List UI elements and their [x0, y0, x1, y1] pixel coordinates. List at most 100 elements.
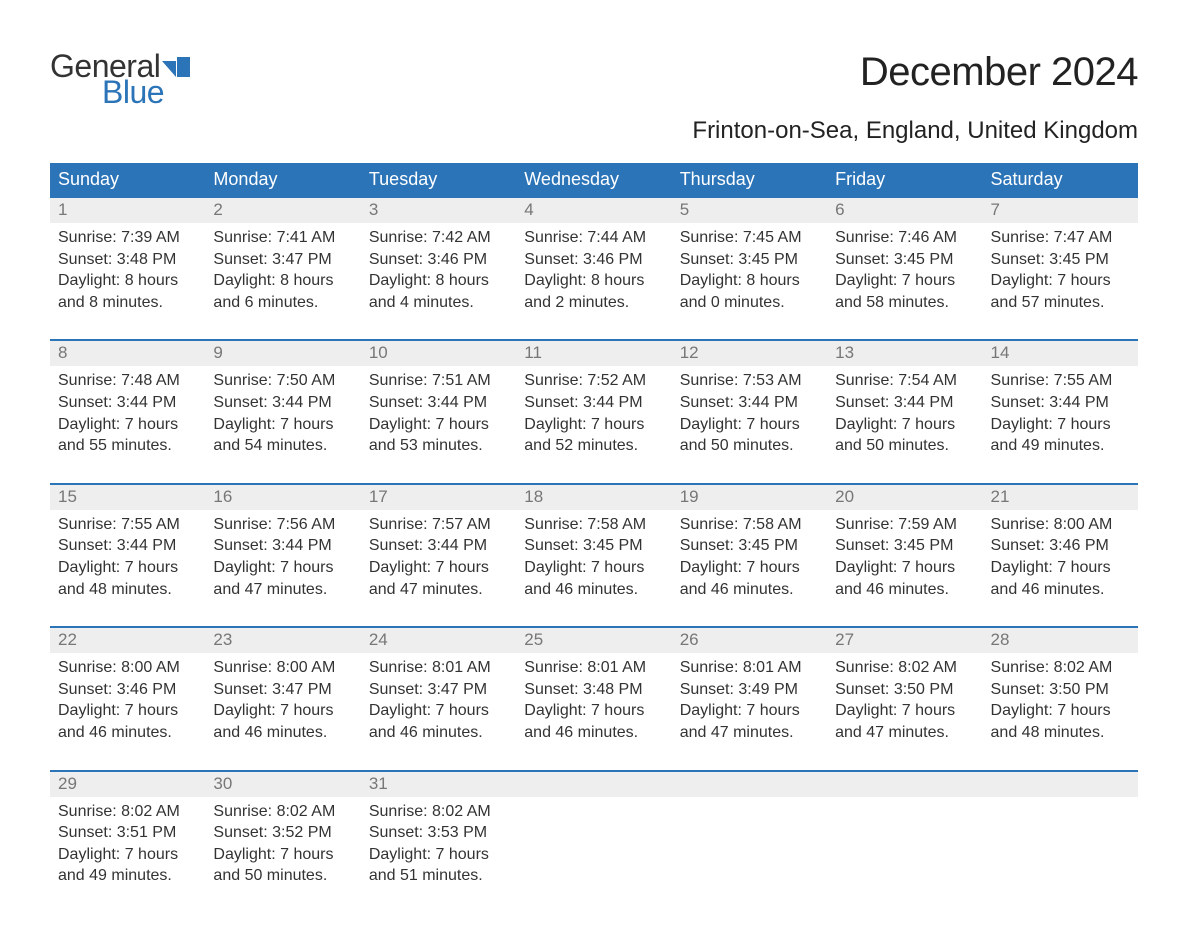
day-cell: Sunrise: 8:02 AMSunset: 3:53 PMDaylight:…	[361, 797, 516, 895]
day-ss: Sunset: 3:44 PM	[524, 392, 663, 414]
day-d1: Daylight: 7 hours	[58, 700, 197, 722]
day-sr: Sunrise: 8:02 AM	[991, 657, 1130, 679]
day-number: 31	[361, 772, 516, 797]
day-d2: and 49 minutes.	[991, 435, 1130, 457]
daynum-row: 22232425262728	[50, 628, 1138, 653]
dow-cell: Wednesday	[516, 163, 671, 196]
day-cell: Sunrise: 8:00 AMSunset: 3:46 PMDaylight:…	[983, 510, 1138, 608]
day-number: 13	[827, 341, 982, 366]
day-d1: Daylight: 7 hours	[213, 557, 352, 579]
day-number: 11	[516, 341, 671, 366]
daynum-row: 1234567	[50, 198, 1138, 223]
day-cell: Sunrise: 7:47 AMSunset: 3:45 PMDaylight:…	[983, 223, 1138, 321]
day-ss: Sunset: 3:45 PM	[835, 249, 974, 271]
day-number: 14	[983, 341, 1138, 366]
day-d1: Daylight: 7 hours	[58, 557, 197, 579]
day-cell: Sunrise: 7:45 AMSunset: 3:45 PMDaylight:…	[672, 223, 827, 321]
day-number: 27	[827, 628, 982, 653]
day-d2: and 50 minutes.	[835, 435, 974, 457]
day-d1: Daylight: 7 hours	[369, 557, 508, 579]
day-number: 16	[205, 485, 360, 510]
day-ss: Sunset: 3:48 PM	[58, 249, 197, 271]
day-d2: and 53 minutes.	[369, 435, 508, 457]
day-d2: and 49 minutes.	[58, 865, 197, 887]
day-cell	[983, 797, 1138, 895]
day-ss: Sunset: 3:44 PM	[58, 392, 197, 414]
day-number	[983, 772, 1138, 797]
day-d2: and 50 minutes.	[680, 435, 819, 457]
content-row: Sunrise: 7:48 AMSunset: 3:44 PMDaylight:…	[50, 366, 1138, 464]
day-d2: and 55 minutes.	[58, 435, 197, 457]
day-sr: Sunrise: 7:47 AM	[991, 227, 1130, 249]
dow-cell: Friday	[827, 163, 982, 196]
day-number: 17	[361, 485, 516, 510]
title-block: December 2024 Frinton-on-Sea, England, U…	[692, 50, 1138, 155]
day-ss: Sunset: 3:45 PM	[524, 535, 663, 557]
day-d1: Daylight: 7 hours	[213, 844, 352, 866]
day-sr: Sunrise: 7:58 AM	[680, 514, 819, 536]
location-subtitle: Frinton-on-Sea, England, United Kingdom	[692, 117, 1138, 145]
day-sr: Sunrise: 8:02 AM	[835, 657, 974, 679]
day-cell: Sunrise: 8:01 AMSunset: 3:47 PMDaylight:…	[361, 653, 516, 751]
day-d1: Daylight: 7 hours	[524, 414, 663, 436]
day-d2: and 2 minutes.	[524, 292, 663, 314]
day-d2: and 52 minutes.	[524, 435, 663, 457]
day-ss: Sunset: 3:45 PM	[991, 249, 1130, 271]
day-d2: and 47 minutes.	[213, 579, 352, 601]
day-d2: and 50 minutes.	[213, 865, 352, 887]
day-d2: and 46 minutes.	[524, 579, 663, 601]
day-number	[516, 772, 671, 797]
day-cell: Sunrise: 8:02 AMSunset: 3:52 PMDaylight:…	[205, 797, 360, 895]
day-ss: Sunset: 3:47 PM	[213, 249, 352, 271]
day-ss: Sunset: 3:44 PM	[369, 535, 508, 557]
day-number: 24	[361, 628, 516, 653]
day-sr: Sunrise: 8:02 AM	[58, 801, 197, 823]
day-ss: Sunset: 3:45 PM	[835, 535, 974, 557]
day-sr: Sunrise: 8:01 AM	[369, 657, 508, 679]
header: General Blue December 2024 Frinton-on-Se…	[50, 50, 1138, 155]
day-cell: Sunrise: 8:02 AMSunset: 3:50 PMDaylight:…	[983, 653, 1138, 751]
day-ss: Sunset: 3:44 PM	[369, 392, 508, 414]
day-sr: Sunrise: 8:00 AM	[58, 657, 197, 679]
content-row: Sunrise: 8:02 AMSunset: 3:51 PMDaylight:…	[50, 797, 1138, 895]
day-cell: Sunrise: 8:02 AMSunset: 3:51 PMDaylight:…	[50, 797, 205, 895]
day-d2: and 46 minutes.	[213, 722, 352, 744]
day-d1: Daylight: 7 hours	[58, 844, 197, 866]
day-ss: Sunset: 3:46 PM	[58, 679, 197, 701]
day-sr: Sunrise: 7:56 AM	[213, 514, 352, 536]
days-of-week-header: SundayMondayTuesdayWednesdayThursdayFrid…	[50, 163, 1138, 196]
day-d1: Daylight: 7 hours	[680, 414, 819, 436]
day-sr: Sunrise: 7:59 AM	[835, 514, 974, 536]
day-d2: and 46 minutes.	[369, 722, 508, 744]
day-number: 15	[50, 485, 205, 510]
month-title: December 2024	[692, 50, 1138, 95]
day-d2: and 46 minutes.	[524, 722, 663, 744]
day-sr: Sunrise: 8:00 AM	[991, 514, 1130, 536]
day-d1: Daylight: 7 hours	[524, 557, 663, 579]
day-ss: Sunset: 3:49 PM	[680, 679, 819, 701]
day-sr: Sunrise: 7:50 AM	[213, 370, 352, 392]
day-sr: Sunrise: 7:57 AM	[369, 514, 508, 536]
daynum-row: 891011121314	[50, 341, 1138, 366]
day-d1: Daylight: 7 hours	[213, 700, 352, 722]
day-cell	[827, 797, 982, 895]
day-sr: Sunrise: 7:46 AM	[835, 227, 974, 249]
day-sr: Sunrise: 7:52 AM	[524, 370, 663, 392]
content-row: Sunrise: 7:55 AMSunset: 3:44 PMDaylight:…	[50, 510, 1138, 608]
day-cell: Sunrise: 8:01 AMSunset: 3:49 PMDaylight:…	[672, 653, 827, 751]
day-cell: Sunrise: 7:51 AMSunset: 3:44 PMDaylight:…	[361, 366, 516, 464]
day-ss: Sunset: 3:51 PM	[58, 822, 197, 844]
day-cell: Sunrise: 7:53 AMSunset: 3:44 PMDaylight:…	[672, 366, 827, 464]
day-sr: Sunrise: 8:02 AM	[369, 801, 508, 823]
day-sr: Sunrise: 7:41 AM	[213, 227, 352, 249]
day-d1: Daylight: 7 hours	[680, 557, 819, 579]
day-d1: Daylight: 8 hours	[213, 270, 352, 292]
day-d2: and 0 minutes.	[680, 292, 819, 314]
day-number: 5	[672, 198, 827, 223]
day-ss: Sunset: 3:44 PM	[213, 392, 352, 414]
day-number: 10	[361, 341, 516, 366]
day-d1: Daylight: 8 hours	[524, 270, 663, 292]
dow-cell: Monday	[205, 163, 360, 196]
day-ss: Sunset: 3:44 PM	[991, 392, 1130, 414]
weeks-container: 1234567Sunrise: 7:39 AMSunset: 3:48 PMDa…	[50, 196, 1138, 895]
